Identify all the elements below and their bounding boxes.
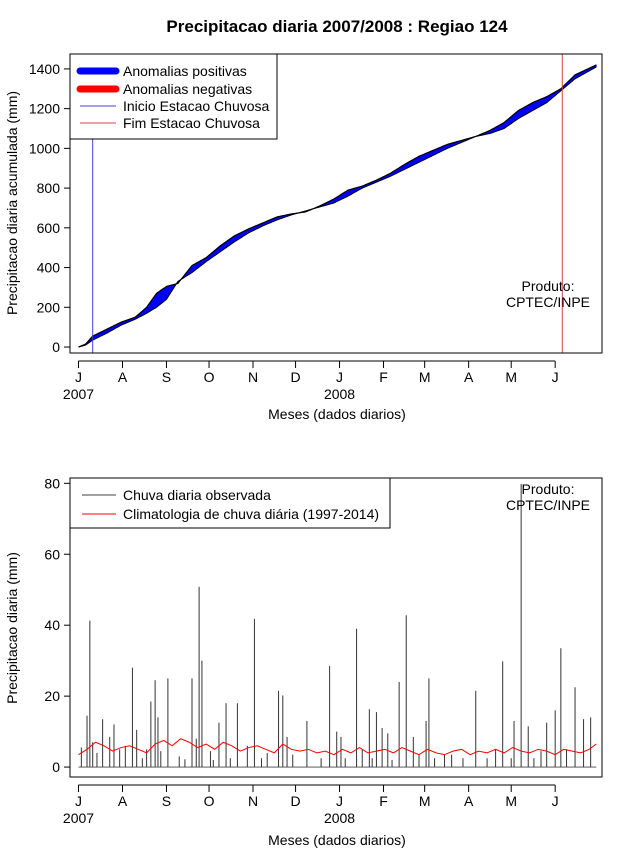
x-tick-label: J	[75, 369, 82, 385]
x-tick-label: D	[291, 369, 301, 385]
y-axis-label: Precipitacao diaria acumulada (mm)	[4, 91, 20, 315]
legend-label-start: Inicio Estacao Chuvosa	[123, 98, 270, 114]
x-tick-label: S	[162, 369, 171, 385]
x-tick-label: S	[162, 793, 171, 809]
product-label-line2: CPTEC/INPE	[506, 497, 590, 513]
observed-cumulative-line	[78, 64, 597, 348]
product-label-line2: CPTEC/INPE	[506, 294, 590, 310]
legend-label-end: Fim Estacao Chuvosa	[123, 115, 260, 131]
x-tick-label: J	[552, 369, 559, 385]
product-label-line1: Produto:	[522, 481, 575, 497]
legend-label-observed: Chuva diaria observada	[123, 487, 271, 503]
y-tick-label: 20	[44, 688, 60, 704]
positive-anomaly-area	[181, 212, 301, 280]
year-label: 2008	[324, 386, 355, 402]
x-tick-label: D	[291, 793, 301, 809]
climatology-cumulative-line	[78, 66, 597, 348]
climatology-line	[78, 738, 597, 756]
x-tick-label: F	[379, 793, 388, 809]
x-axis-label: Meses (dados diarios)	[268, 406, 406, 422]
y-tick-label: 1200	[29, 101, 60, 117]
y-tick-label: 80	[44, 475, 60, 491]
product-label-line1: Produto:	[522, 278, 575, 294]
y-tick-label: 40	[44, 617, 60, 633]
year-label: 2007	[63, 386, 94, 402]
x-tick-label: O	[204, 793, 215, 809]
y-tick-label: 200	[37, 299, 61, 315]
x-tick-label: J	[75, 793, 82, 809]
plot-frame	[69, 53, 603, 354]
x-tick-label: A	[464, 793, 474, 809]
y-tick-label: 0	[52, 759, 60, 775]
x-tick-label: A	[118, 369, 128, 385]
y-tick-label: 1000	[29, 140, 60, 156]
x-tick-label: M	[505, 369, 517, 385]
x-tick-label: J	[336, 369, 343, 385]
legend: Anomalias positivas Anomalias negativas …	[69, 53, 278, 140]
chart-title: Precipitacao diaria 2007/2008 : Regiao 1…	[166, 17, 508, 36]
x-tick-label: M	[419, 793, 431, 809]
x-tick-label: J	[336, 793, 343, 809]
y-tick-label: 400	[37, 260, 61, 276]
x-tick-label: N	[248, 369, 258, 385]
legend-box	[69, 477, 391, 529]
y-tick-label: 800	[37, 180, 61, 196]
y-tick-label: 600	[37, 220, 61, 236]
x-axis-label: Meses (dados diarios)	[268, 832, 406, 848]
positive-anomaly-area	[312, 64, 597, 210]
legend-label-positive: Anomalias positivas	[123, 63, 247, 79]
y-tick-label: 60	[44, 546, 60, 562]
legend: Chuva diaria observada Climatologia de c…	[69, 477, 391, 529]
x-tick-label: F	[379, 369, 388, 385]
legend-label-climatology: Climatologia de chuva diária (1997-2014)	[123, 506, 379, 522]
y-axis-label: Precipitacao diaria (mm)	[4, 552, 20, 704]
x-tick-label: M	[419, 369, 431, 385]
legend-label-negative: Anomalias negativas	[123, 81, 252, 97]
x-tick-label: N	[248, 793, 258, 809]
year-label: 2007	[63, 810, 94, 826]
x-tick-label: M	[505, 793, 517, 809]
y-tick-label: 1400	[29, 61, 60, 77]
x-tick-label: J	[552, 793, 559, 809]
year-label: 2008	[324, 810, 355, 826]
x-tick-label: O	[204, 369, 215, 385]
y-tick-label: 0	[52, 339, 60, 355]
x-tick-label: A	[118, 793, 128, 809]
x-tick-label: A	[464, 369, 474, 385]
